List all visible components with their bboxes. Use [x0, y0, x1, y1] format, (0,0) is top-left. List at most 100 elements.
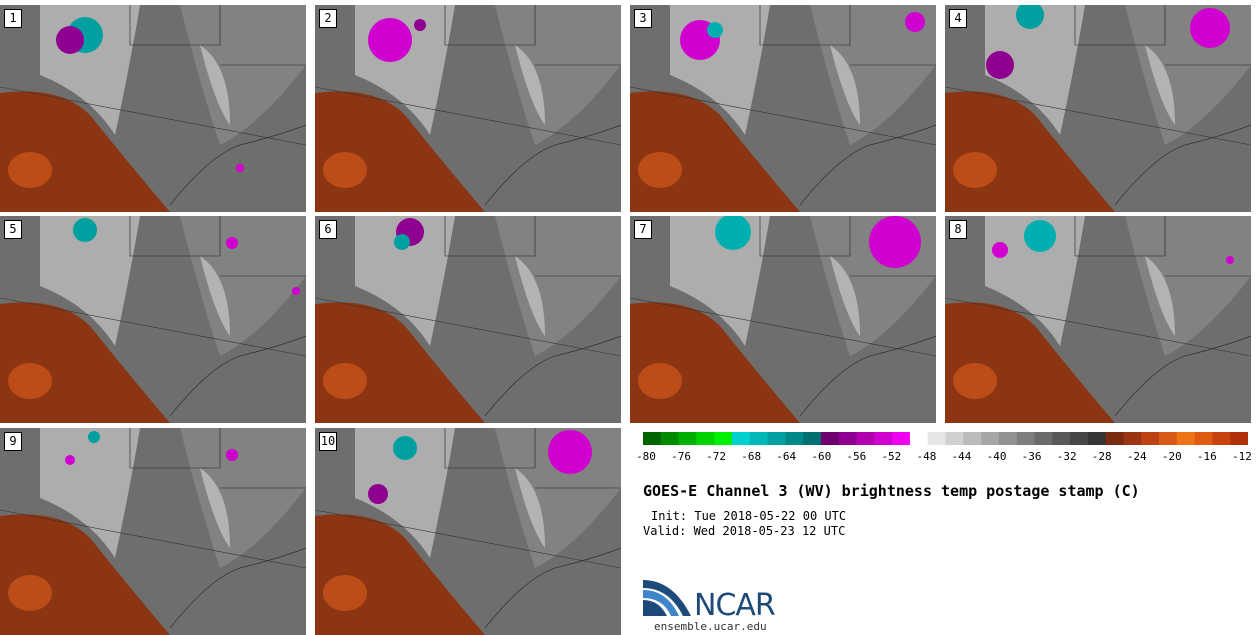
colorbar-swatch	[1087, 432, 1107, 445]
colorbar-swatch	[1016, 432, 1035, 445]
colorbar-swatch	[678, 432, 697, 445]
init-time: Init: Tue 2018-05-22 00 UTC	[651, 509, 847, 523]
colorbar-swatch	[856, 432, 875, 445]
colorbar-swatch	[1052, 432, 1071, 445]
forecast-panel: 9	[0, 428, 306, 635]
colorbar-tick: -76	[671, 450, 691, 463]
anomaly-blob	[368, 484, 388, 504]
logo-url: ensemble.ucar.edu	[654, 620, 767, 633]
anomaly-blob	[65, 455, 75, 465]
colorbar-tick: -72	[706, 450, 727, 463]
valid-time: Valid: Wed 2018-05-23 12 UTC	[643, 524, 846, 538]
forecast-panel: 5	[0, 216, 306, 423]
anomaly-blob	[56, 26, 84, 54]
colorbar-tick: -80	[636, 450, 656, 463]
colorbar	[643, 432, 1248, 445]
colorbar-swatch	[714, 432, 733, 445]
anomaly-blob	[715, 216, 751, 250]
forecast-panel: 1	[0, 5, 306, 212]
anomaly-blob	[992, 242, 1008, 258]
colorbar-swatch	[1212, 432, 1231, 445]
colorbar-swatch	[874, 432, 893, 445]
colorbar-tick-labels: -80 -76 -72 -68 -64 -60 -56 -52 -48 -44 -40 -36 -32 -…	[636, 450, 1253, 466]
forecast-panel: 2	[315, 5, 621, 212]
panel-number-label: 9	[4, 432, 22, 451]
colorbar-tick: -48	[916, 450, 937, 463]
colorbar-tick: -40	[986, 450, 1007, 463]
colorbar-tick: -44	[951, 450, 972, 463]
colorbar-tick: -16	[1196, 450, 1217, 463]
colorbar-swatch	[1194, 432, 1213, 445]
panel-number-label: 8	[949, 220, 967, 239]
anomaly-blob	[1226, 256, 1234, 264]
colorbar-swatch	[731, 432, 751, 445]
panel-number-label: 4	[949, 9, 967, 28]
colorbar-tick: -64	[776, 450, 797, 463]
colorbar-swatch	[1230, 432, 1248, 445]
anomaly-blob	[869, 216, 921, 268]
anomaly-blob	[414, 19, 426, 31]
anomaly-blob	[292, 287, 300, 295]
panel-number-label: 6	[319, 220, 337, 239]
panel-number-label: 5	[4, 220, 22, 239]
anomaly-blob	[1190, 8, 1230, 48]
anomaly-blob	[393, 436, 417, 460]
forecast-panel: 6	[315, 216, 621, 423]
colorbar-swatch	[892, 432, 911, 445]
colorbar-swatch	[1034, 432, 1053, 445]
anomaly-blob	[226, 449, 238, 461]
colorbar-tick: -52	[881, 450, 902, 463]
colorbar-swatch	[660, 432, 680, 445]
colorbar-swatch	[945, 432, 964, 445]
panel-number-label: 7	[634, 220, 652, 239]
colorbar-swatch	[1176, 432, 1196, 445]
colorbar-swatch	[803, 432, 822, 445]
colorbar-swatch	[785, 432, 804, 445]
anomaly-blob	[1016, 5, 1044, 29]
anomaly-blob	[905, 12, 925, 32]
anomaly-blob	[226, 237, 238, 249]
forecast-panel: 3	[630, 5, 936, 212]
colorbar-swatch	[981, 432, 1000, 445]
forecast-panel: 8	[945, 216, 1251, 423]
panel-number-label: 1	[4, 9, 22, 28]
anomaly-blob	[236, 164, 244, 172]
colorbar-swatch	[643, 432, 662, 445]
anomaly-blob	[1024, 220, 1056, 252]
ncar-logo-icon	[643, 580, 691, 616]
anomaly-blob	[73, 218, 97, 242]
anomaly-blob	[88, 431, 100, 443]
colorbar-swatch	[696, 432, 715, 445]
colorbar-tick: -36	[1021, 450, 1042, 463]
colorbar-swatch	[1159, 432, 1178, 445]
forecast-panel: 4	[945, 5, 1251, 212]
colorbar-swatch	[998, 432, 1018, 445]
colorbar-swatch	[838, 432, 858, 445]
colorbar-swatch	[909, 432, 929, 445]
colorbar-swatch	[963, 432, 982, 445]
panel-number-label: 3	[634, 9, 652, 28]
colorbar-swatch	[1105, 432, 1124, 445]
colorbar-tick: -24	[1126, 450, 1147, 463]
anomaly-blob	[548, 430, 592, 474]
colorbar-swatch	[767, 432, 786, 445]
colorbar-tick: -28	[1091, 450, 1112, 463]
figure-title: GOES-E Channel 3 (WV) brightness temp po…	[643, 482, 1140, 500]
ncar-logo-text: NCAR	[694, 588, 776, 623]
anomaly-blob	[707, 22, 723, 38]
colorbar-swatch	[927, 432, 946, 445]
panel-number-label: 10	[319, 432, 337, 451]
forecast-panel: 10	[315, 428, 621, 635]
colorbar-swatch	[1123, 432, 1142, 445]
colorbar-swatch	[1141, 432, 1160, 445]
anomaly-blob	[368, 18, 412, 62]
colorbar-tick: -60	[811, 450, 832, 463]
anomaly-blob	[986, 51, 1014, 79]
colorbar-swatch	[1070, 432, 1089, 445]
colorbar-tick: -56	[846, 450, 867, 463]
forecast-panel: 7	[630, 216, 936, 423]
colorbar-swatch	[749, 432, 769, 445]
colorbar-tick: -12	[1231, 450, 1252, 463]
colorbar-tick: -32	[1056, 450, 1077, 463]
colorbar-tick: -68	[741, 450, 762, 463]
